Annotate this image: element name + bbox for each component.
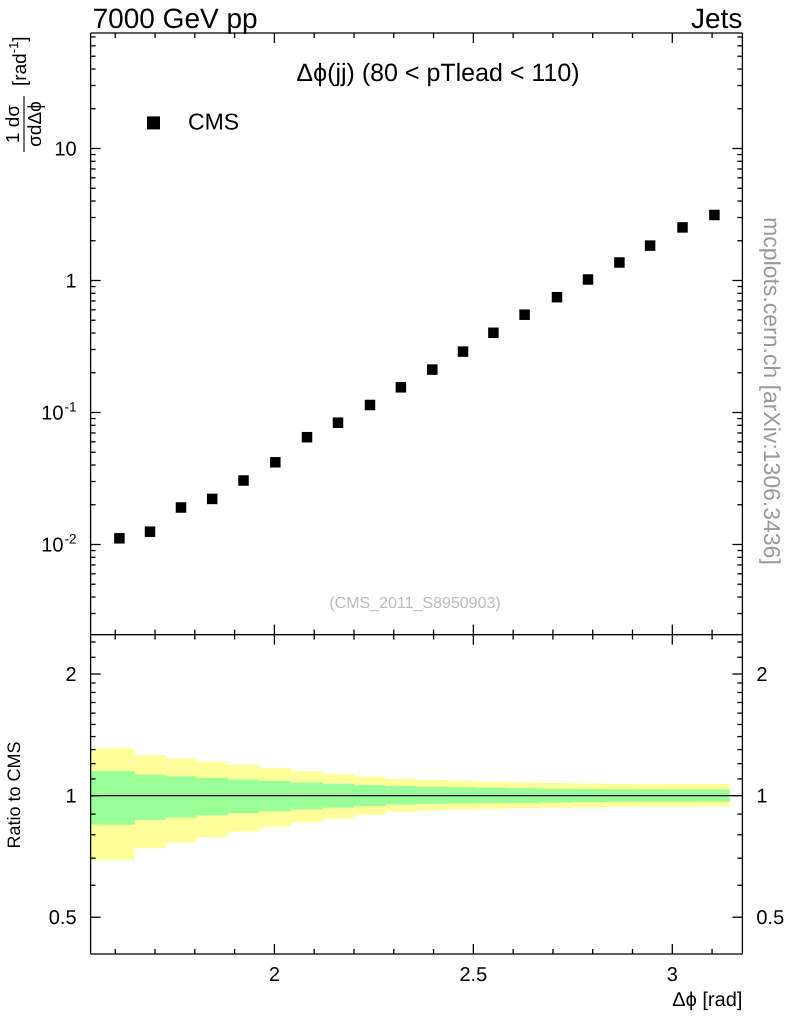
svg-text:σdΔϕ: σdΔϕ [25,101,46,147]
svg-text:3: 3 [667,964,678,986]
svg-text:0.5: 0.5 [756,907,784,929]
svg-text:CMS: CMS [188,108,239,134]
svg-text:1: 1 [756,786,767,808]
svg-text:(CMS_2011_S8950903): (CMS_2011_S8950903) [329,595,500,612]
svg-text:1 dσ: 1 dσ [3,105,24,143]
svg-text:1: 1 [65,786,76,808]
svg-text:1: 1 [65,271,76,293]
svg-text:10: 10 [54,139,76,161]
svg-text:2: 2 [269,964,280,986]
svg-text:Ratio to CMS: Ratio to CMS [4,741,24,848]
svg-text:7000 GeV pp: 7000 GeV pp [93,3,258,34]
svg-text:Δϕ(jj) (80 < pTlead < 110): Δϕ(jj) (80 < pTlead < 110) [296,59,579,87]
svg-text:2: 2 [756,664,767,686]
svg-text:Jets: Jets [691,3,742,34]
svg-text:Δϕ [rad]: Δϕ [rad] [672,989,742,1011]
svg-text:0.5: 0.5 [49,907,77,929]
svg-text:2: 2 [65,664,76,686]
svg-text:2.5: 2.5 [459,964,487,986]
svg-text:mcplots.cern.ch [arXiv:1306.34: mcplots.cern.ch [arXiv:1306.3436] [759,217,785,565]
